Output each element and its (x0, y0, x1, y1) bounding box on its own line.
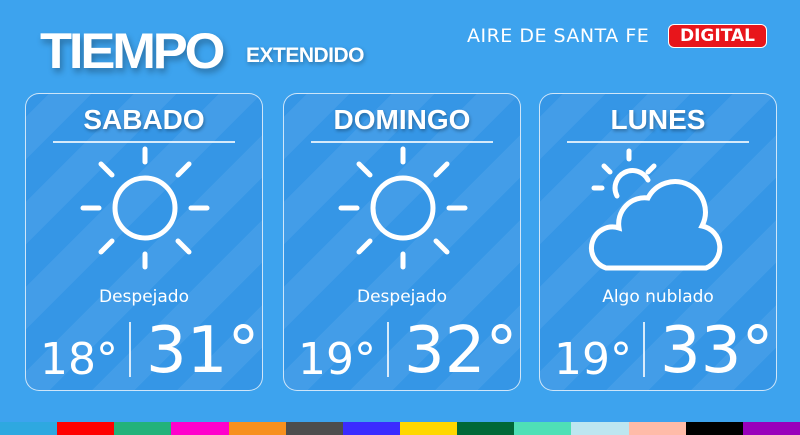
min-temp: 19° (298, 334, 376, 385)
forecast-card-sunday: DOMINGO Despejado 19° 32° (283, 93, 521, 391)
color-strip-segment (685, 422, 743, 435)
color-strip (0, 422, 800, 435)
max-temp: 33° (660, 314, 774, 388)
divider (129, 322, 131, 377)
color-strip-segment (171, 422, 229, 435)
sun-icon (75, 144, 215, 274)
color-strip-segment (742, 422, 800, 435)
forecast-card-saturday: SABADO Despejado 18° 31° (25, 93, 263, 391)
divider (643, 322, 645, 377)
day-name: DOMINGO (333, 104, 471, 135)
color-strip-segment (0, 422, 58, 435)
color-strip-segment (342, 422, 400, 435)
day-name: LUNES (610, 104, 706, 135)
divider (53, 141, 235, 143)
color-strip-segment (285, 422, 343, 435)
color-strip-segment (57, 422, 115, 435)
partly-cloudy-icon (584, 146, 734, 276)
condition: Despejado (357, 287, 447, 307)
color-strip-segment (571, 422, 629, 435)
min-temp: 18° (40, 334, 118, 385)
max-temp: 31° (146, 314, 260, 388)
divider (311, 141, 493, 143)
page-title: TIEMPO (40, 23, 226, 79)
page-subtitle: EXTENDIDO (246, 44, 365, 67)
sun-icon (333, 144, 473, 274)
divider (387, 322, 389, 377)
color-strip-segment (228, 422, 286, 435)
day-name: SABADO (83, 104, 205, 135)
forecast-card-monday: LUNES Algo nublado 19° 33° (539, 93, 777, 391)
color-strip-segment (114, 422, 172, 435)
condition: Algo nublado (602, 287, 714, 307)
color-strip-segment (457, 422, 515, 435)
color-strip-segment (399, 422, 458, 435)
color-strip-segment (514, 422, 572, 435)
min-temp: 19° (554, 334, 632, 385)
max-temp: 32° (404, 314, 518, 388)
color-strip-segment (628, 422, 686, 435)
divider (567, 141, 749, 143)
condition: Despejado (99, 287, 189, 307)
brand-name: AIRE DE SANTA FE (467, 25, 650, 47)
digital-badge: DIGITAL (668, 24, 767, 48)
